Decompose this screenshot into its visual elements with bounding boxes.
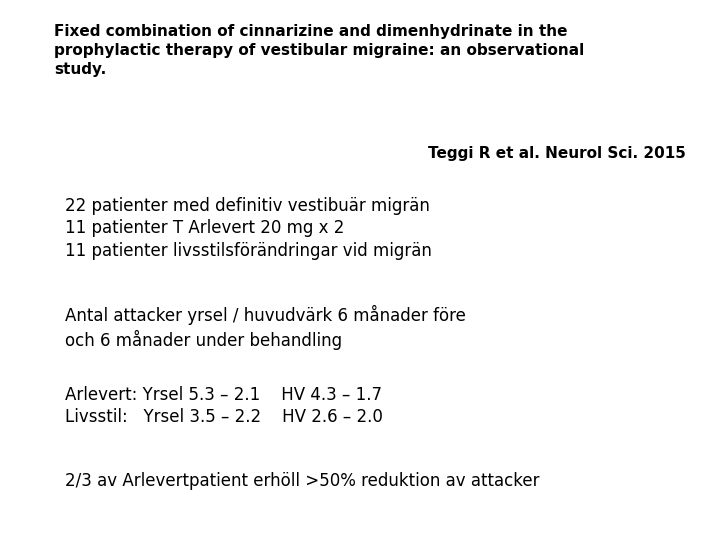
- Text: Arlevert: Yrsel 5.3 – 2.1    HV 4.3 – 1.7
Livsstil:   Yrsel 3.5 – 2.2    HV 2.6 : Arlevert: Yrsel 5.3 – 2.1 HV 4.3 – 1.7 L…: [65, 386, 382, 426]
- Text: Teggi R et al. Neurol Sci. 2015: Teggi R et al. Neurol Sci. 2015: [428, 146, 686, 161]
- Text: Fixed combination of cinnarizine and dimenhydrinate in the
prophylactic therapy : Fixed combination of cinnarizine and dim…: [54, 24, 584, 77]
- Text: Antal attacker yrsel / huvudvärk 6 månader före
och 6 månader under behandling: Antal attacker yrsel / huvudvärk 6 månad…: [65, 305, 466, 350]
- Text: 2/3 av Arlevertpatient erhöll >50% reduktion av attacker: 2/3 av Arlevertpatient erhöll >50% reduk…: [65, 472, 539, 490]
- Text: 22 patienter med definitiv vestibuär migrän
11 patienter T Arlevert 20 mg x 2
11: 22 patienter med definitiv vestibuär mig…: [65, 197, 432, 260]
